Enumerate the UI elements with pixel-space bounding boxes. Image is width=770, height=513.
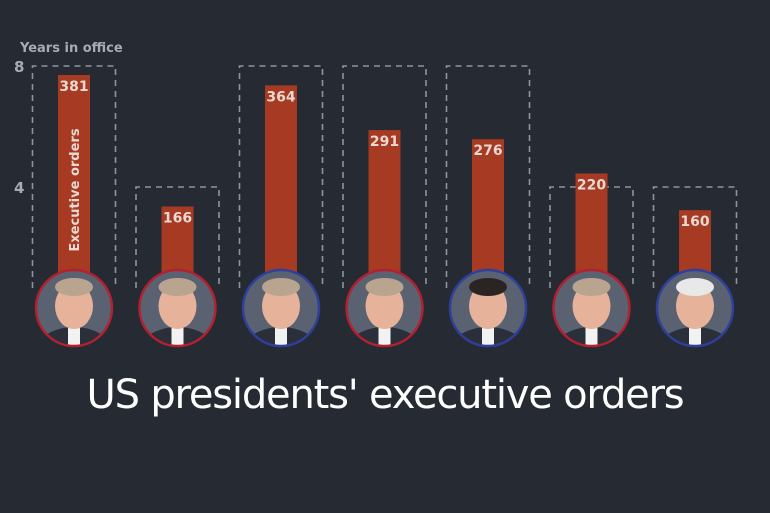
bar-value-label: 364 <box>266 89 295 105</box>
president-portrait-1 <box>36 270 112 346</box>
bar-value-label: 381 <box>59 79 88 95</box>
portrait-ring <box>552 268 631 348</box>
y-tick-label: 4 <box>14 179 24 197</box>
years-in-office-frame <box>31 65 117 288</box>
portrait-ring <box>138 268 217 348</box>
portrait-shirt <box>378 328 391 346</box>
y-tick-label: 8 <box>14 58 24 76</box>
bar-value-label: 160 <box>680 214 709 230</box>
president-portrait-3 <box>243 270 319 346</box>
bar-value-label: 220 <box>577 177 606 193</box>
president-portrait-6 <box>553 270 630 346</box>
portrait-shirt <box>689 328 701 346</box>
bar-series-label: Executive orders <box>68 128 83 251</box>
portrait-hair <box>55 278 93 296</box>
years-in-office-frame <box>652 186 738 288</box>
bar-value-label: 166 <box>163 210 192 226</box>
president-portrait-5 <box>450 270 526 346</box>
portrait-ring <box>655 268 735 348</box>
portrait-ring <box>34 268 114 348</box>
years-in-office-frame <box>549 186 634 288</box>
y-axis-title: Years in office <box>19 41 123 56</box>
portrait-ring <box>448 268 528 348</box>
portrait-hair <box>365 278 404 296</box>
portrait-shirt <box>68 328 80 346</box>
president-portrait-2 <box>139 270 216 346</box>
portrait-ring <box>345 268 424 348</box>
years-in-office-frame <box>445 65 531 288</box>
portrait-hair <box>572 278 611 296</box>
president-portrait-4 <box>346 270 423 346</box>
years-in-office-frame <box>135 186 220 288</box>
portrait-hair <box>676 278 714 296</box>
bar-value-label: 276 <box>473 143 502 159</box>
portrait-ring <box>241 268 321 348</box>
portrait-shirt <box>171 328 184 346</box>
page-title: US presidents' executive orders <box>86 372 685 418</box>
portrait-hair <box>469 278 507 296</box>
portrait-hair <box>158 278 197 296</box>
portrait-hair <box>262 278 300 296</box>
portrait-shirt <box>585 328 598 346</box>
portrait-shirt <box>275 328 287 346</box>
years-in-office-frame <box>238 65 324 288</box>
years-in-office-frame <box>342 65 427 288</box>
portrait-shirt <box>482 328 494 346</box>
bar-value-label: 291 <box>370 134 399 150</box>
president-portrait-7 <box>657 270 733 346</box>
